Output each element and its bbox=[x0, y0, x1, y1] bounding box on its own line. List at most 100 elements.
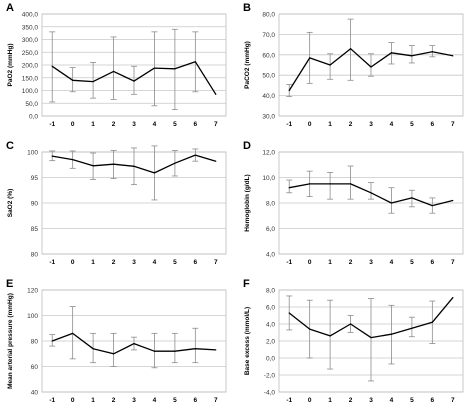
panel-e-xtick-label: 3 bbox=[132, 397, 136, 404]
panel-f-xtick-label: 3 bbox=[369, 397, 373, 404]
panel-c-ytick-label: 90 bbox=[31, 201, 39, 208]
panel-b-chart: 30,0 40,0 50,0 60,0 70,0 80,0 -1 0 1 2 3 4 5 6 7 PaCO2 … bbox=[244, 12, 464, 128]
panel-a-ytick-label: 150,0 bbox=[22, 75, 39, 82]
panel-a-data-point bbox=[51, 65, 53, 67]
panel-d-xtick-label: 7 bbox=[451, 259, 455, 266]
panel-e-ylabel: Mean arterial pressure (mmHg) bbox=[7, 293, 14, 389]
panel-d-chart: 4,0 6,0 8,0 10,0 12,0 -1 0 1 2 3 4 5 6 7 Hemoglobin (g… bbox=[244, 150, 464, 266]
panel-e-plot-frame bbox=[41, 289, 227, 393]
panel-e-ytick-label: 60 bbox=[31, 364, 39, 371]
panel-c-data-point bbox=[153, 172, 156, 174]
panel-a: A 0,0 50,0 100,0 150,0 200,0 250,0 300,0 350,0 4… bbox=[0, 0, 237, 138]
panel-f-data-point bbox=[329, 335, 331, 337]
panel-f-plot-frame bbox=[278, 289, 464, 393]
panel-a-ytick-label: 350,0 bbox=[22, 24, 39, 31]
panel-a-data-point bbox=[174, 68, 176, 70]
panel-e-xtick-label: -1 bbox=[49, 397, 55, 404]
panel-f-ytick-label: 8,0 bbox=[266, 288, 275, 295]
panel-a-xtick-label: 3 bbox=[132, 121, 136, 128]
panel-b-data-point bbox=[452, 55, 454, 57]
panel-f-data-point bbox=[390, 333, 393, 335]
panel-d-data-point bbox=[288, 187, 290, 189]
panel-c-data-point bbox=[92, 165, 94, 167]
panel-e-data-point bbox=[92, 348, 94, 350]
panel-f-data-point bbox=[288, 312, 290, 314]
panel-b-ytick-label: 70,0 bbox=[262, 32, 275, 39]
panel-d-data-point bbox=[431, 204, 433, 207]
panel-f-ytick-label: 6,0 bbox=[266, 305, 275, 312]
panel-c-xtick-label: 4 bbox=[153, 259, 157, 266]
panel-e-ytick-label: 120 bbox=[27, 288, 38, 295]
panel-f-ytick-label: -4,0 bbox=[264, 390, 276, 397]
panel-f-xtick-label: 4 bbox=[390, 397, 394, 404]
panel-a-ytick-label: 300,0 bbox=[22, 37, 39, 44]
panel-c-data-point bbox=[215, 160, 217, 162]
panel-e-xtick-label: 1 bbox=[91, 397, 95, 404]
panel-f-ylabel: Base excess (mmol/L) bbox=[244, 307, 251, 375]
panel-d-data-point bbox=[349, 183, 352, 185]
panel-d-xtick-label: 1 bbox=[328, 259, 332, 266]
panel-c-ytick-label: 85 bbox=[31, 226, 39, 233]
panel-d-data-point bbox=[452, 199, 454, 202]
panel-f-data-point bbox=[452, 297, 454, 299]
panel-b-data-point bbox=[370, 66, 372, 68]
panel-f-xtick-label: 1 bbox=[328, 397, 332, 404]
panel-e-data-point bbox=[174, 350, 176, 352]
panel-f-xtick-label: 7 bbox=[451, 397, 455, 404]
panel-f-ytick-label: 0,0 bbox=[266, 356, 275, 363]
panel-c-chart: 80 85 90 95 100 -1 0 1 2 3 4 5 6 7 SaO2 (%) bbox=[7, 145, 227, 266]
panel-a-ytick-label: 50,0 bbox=[25, 101, 38, 108]
panel-b-ytick-label: 40,0 bbox=[262, 93, 275, 100]
panel-f-xtick-label: -1 bbox=[286, 397, 292, 404]
panel-d-xtick-label: 0 bbox=[308, 259, 312, 266]
panel-e-xtick-label: 5 bbox=[173, 397, 177, 404]
panel-e-data-point bbox=[72, 332, 74, 334]
panel-e-data-point bbox=[51, 340, 53, 342]
panel-c-ytick-label: 80 bbox=[31, 252, 39, 259]
panel-e-xtick-label: 4 bbox=[153, 397, 157, 404]
panel-d-xtick-label: 3 bbox=[369, 259, 373, 266]
panel-f-data-point bbox=[349, 323, 352, 325]
panel-a-data-point bbox=[72, 79, 74, 81]
panel-c-letter: C bbox=[6, 140, 14, 152]
panel-a-xtick-label: 7 bbox=[214, 121, 218, 128]
panel-e-ytick-label: 80 bbox=[31, 339, 39, 346]
panel-a-xtick-label: 6 bbox=[194, 121, 198, 128]
panel-f-chart: -4,0 -2,0 0,0 2,0 4,0 6,0 8,0 -1 0 1 2 3 4 5 6 7 Base ex… bbox=[244, 288, 464, 404]
panel-a-data-point bbox=[92, 80, 94, 83]
panel-d-ytick-label: 10,0 bbox=[262, 175, 275, 182]
panel-b-data-point bbox=[411, 55, 413, 57]
panel-c-xtick-label: 0 bbox=[71, 259, 75, 266]
panel-b-xtick-label: 0 bbox=[308, 121, 312, 128]
panel-b-xtick-label: 6 bbox=[431, 121, 435, 128]
panel-f-data-point bbox=[370, 337, 372, 339]
panel-d-xtick-label: -1 bbox=[286, 259, 292, 266]
panel-a-ytick-label: 250,0 bbox=[22, 50, 39, 57]
panel-a-plot-frame bbox=[41, 13, 227, 117]
panel-c: C 80 85 90 95 100 -1 0 1 2 3 4 5 6 7 SaO2 (%) bbox=[0, 138, 237, 276]
panel-d-xtick-label: 2 bbox=[349, 259, 353, 266]
panel-d-data-point bbox=[309, 183, 311, 185]
panel-d-data-point bbox=[329, 183, 331, 185]
panel-c-data-point bbox=[133, 165, 135, 167]
panel-c-xtick-label: 2 bbox=[112, 259, 116, 266]
panel-a-ytick-label: 0,0 bbox=[29, 114, 38, 121]
panel-e-data-point bbox=[215, 349, 217, 351]
panel-b-xtick-label: 7 bbox=[451, 121, 455, 128]
panel-d-ytick-label: 6,0 bbox=[266, 226, 275, 233]
panel-a-ylabel: PaO2 (mmHg) bbox=[7, 44, 14, 87]
panel-f-xtick-label: 6 bbox=[431, 397, 435, 404]
panel-f-data-point bbox=[411, 327, 413, 329]
panel-d-xtick-label: 6 bbox=[431, 259, 435, 266]
panel-b-xtick-label: 3 bbox=[369, 121, 373, 128]
panel-a-xtick-label: 5 bbox=[173, 121, 177, 128]
panel-c-xtick-label: 3 bbox=[132, 259, 136, 266]
panel-c-ytick-label: 100 bbox=[27, 150, 38, 157]
panel-f-data-point bbox=[431, 321, 433, 323]
panel-b-data-point bbox=[390, 52, 393, 54]
panel-f: F -4,0 -2,0 0,0 2,0 4,0 6,0 8,0 -1 0 1 2 3 4 5 6 7 Base … bbox=[237, 276, 474, 415]
panel-e-data-point bbox=[133, 342, 135, 345]
panel-d-ytick-label: 4,0 bbox=[266, 252, 275, 259]
panel-d-data-point bbox=[390, 202, 393, 204]
